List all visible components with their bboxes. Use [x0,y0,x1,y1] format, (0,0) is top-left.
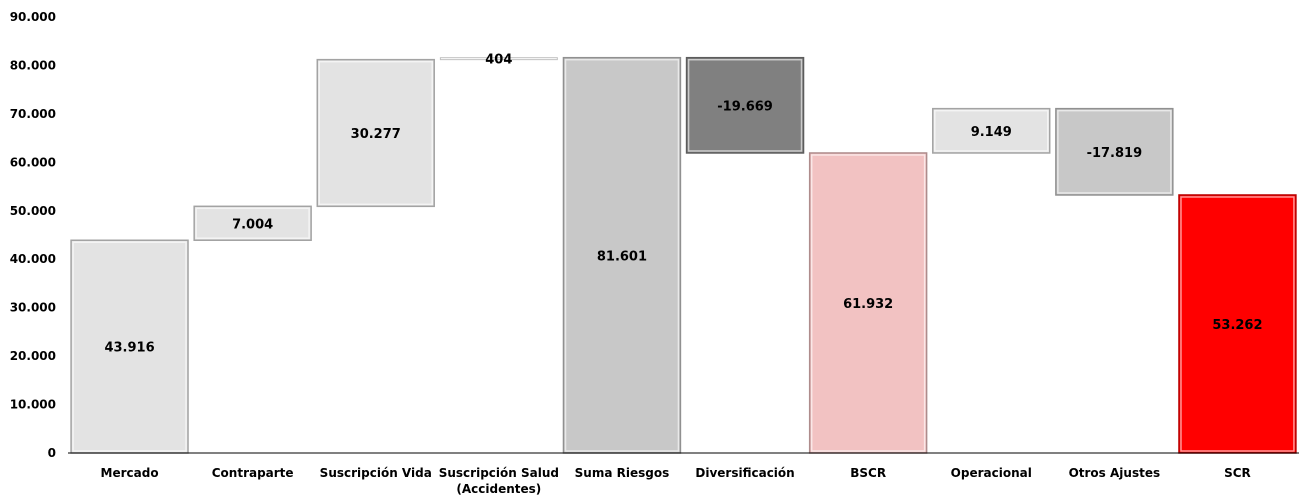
bar-bevel [934,109,1049,152]
bar-bevel [195,207,310,240]
bar [193,205,312,242]
x-tick-label: Suma Riesgos [575,466,670,480]
bar-bevel [564,58,680,452]
data-label: 43.916 [104,341,154,356]
x-tick-label: (Accidentes) [456,482,541,496]
bar [316,58,435,208]
y-axis-ticks: 0 10.000 20.000 30.000 40.000 50.000 60.000 70.… [10,10,56,460]
bar [808,152,928,454]
y-tick-label: 10.000 [10,398,56,412]
x-tick-label: Suscripción Vida [320,466,432,480]
bar-bevel [1180,196,1295,452]
bar [70,239,189,454]
data-label: 9.149 [971,125,1012,140]
y-tick-label: 70.000 [10,107,56,121]
y-tick-label: 20.000 [10,349,56,363]
bar-bevel [72,241,187,452]
y-tick-label: 40.000 [10,252,56,266]
bar-bevel [318,60,433,206]
data-label: 61.932 [843,297,893,312]
x-tick-label: Diversificación [695,466,794,480]
bar [439,57,558,61]
y-tick-label: 80.000 [10,58,56,72]
x-tick-label: Suscripción Salud [439,466,559,480]
bar [1178,194,1297,454]
x-tick-label: SCR [1224,466,1251,480]
x-tick-label: Contraparte [212,466,294,480]
bar [932,107,1051,154]
data-label: 7.004 [232,217,273,232]
x-tick-label: Operacional [951,466,1032,480]
bar [685,56,805,154]
x-tick-label: Otros Ajustes [1069,466,1161,480]
y-tick-label: 30.000 [10,301,56,315]
bar-bevel [687,58,803,152]
data-label: 81.601 [597,249,647,264]
data-label: -17.819 [1087,146,1143,161]
data-label: 404 [485,53,512,68]
category-labels: Mercado Contraparte Suscripción Vida Suscri… [101,466,1251,496]
data-label: 30.277 [351,127,401,142]
bar [1055,107,1174,196]
y-tick-label: 0 [48,446,56,460]
y-tick-label: 90.000 [10,10,56,24]
data-label: -19.669 [717,99,773,114]
bars [70,56,1297,454]
y-tick-label: 50.000 [10,204,56,218]
x-tick-label: BSCR [850,466,886,480]
data-labels: 43.916 7.004 30.277 404 81.601 -19.669 61.932 9… [104,53,1262,356]
bar-bevel [1057,109,1172,194]
x-tick-label: Mercado [101,466,159,480]
data-label: 53.262 [1212,318,1262,333]
bar-bevel [810,154,926,452]
y-tick-label: 60.000 [10,155,56,169]
